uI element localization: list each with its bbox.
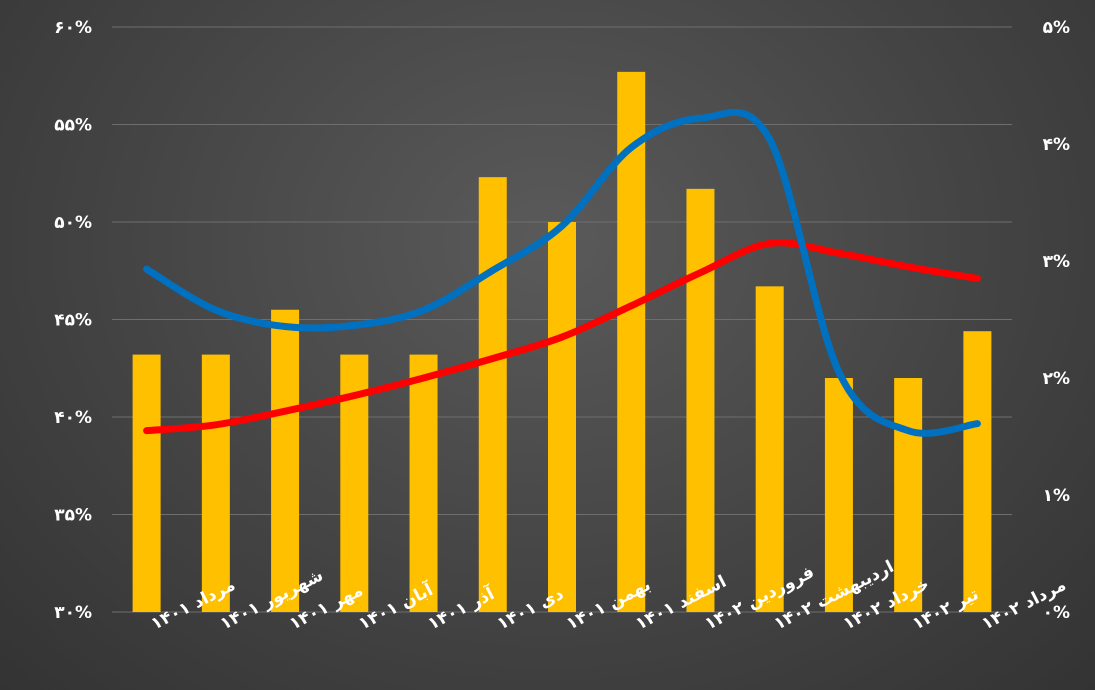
left-tick-label: ۵۰% bbox=[54, 213, 92, 233]
bar bbox=[409, 354, 438, 612]
right-tick-label: ۵% bbox=[1043, 18, 1070, 38]
right-tick-label: ۴% bbox=[1043, 135, 1070, 155]
bar bbox=[617, 71, 646, 613]
bar bbox=[478, 177, 507, 612]
bar-series bbox=[132, 71, 992, 613]
left-tick-label: ۴۰% bbox=[54, 408, 92, 428]
right-tick-label: ۰% bbox=[1043, 603, 1070, 623]
right-tick-label: ۳% bbox=[1043, 252, 1070, 272]
right-tick-label: ۱% bbox=[1043, 486, 1070, 506]
line-series-left bbox=[143, 239, 981, 435]
left-axis-ticks: ۳۰% ۳۵% ۴۰% ۴۵% ۵۰% ۵۵% ۶۰% bbox=[54, 18, 92, 623]
left-tick-label: ۴۵% bbox=[54, 311, 92, 331]
right-tick-label: ۲% bbox=[1043, 369, 1070, 389]
bar bbox=[271, 309, 300, 612]
bar bbox=[686, 188, 715, 612]
bar bbox=[755, 286, 784, 612]
bar bbox=[201, 354, 230, 612]
left-tick-label: ۳۵% bbox=[54, 506, 92, 526]
bar bbox=[548, 222, 576, 612]
bar bbox=[824, 378, 853, 612]
left-tick-label: ۶۰% bbox=[54, 18, 92, 38]
right-axis-ticks: ۰% ۱% ۲% ۳% ۴% ۵% bbox=[1043, 18, 1070, 623]
bar bbox=[132, 354, 161, 612]
left-tick-label: ۵۵% bbox=[54, 116, 92, 136]
line-series-right bbox=[143, 108, 981, 437]
left-tick-label: ۳۰% bbox=[54, 603, 92, 623]
bar bbox=[963, 331, 992, 612]
line-series bbox=[143, 108, 981, 437]
bar bbox=[894, 378, 923, 612]
